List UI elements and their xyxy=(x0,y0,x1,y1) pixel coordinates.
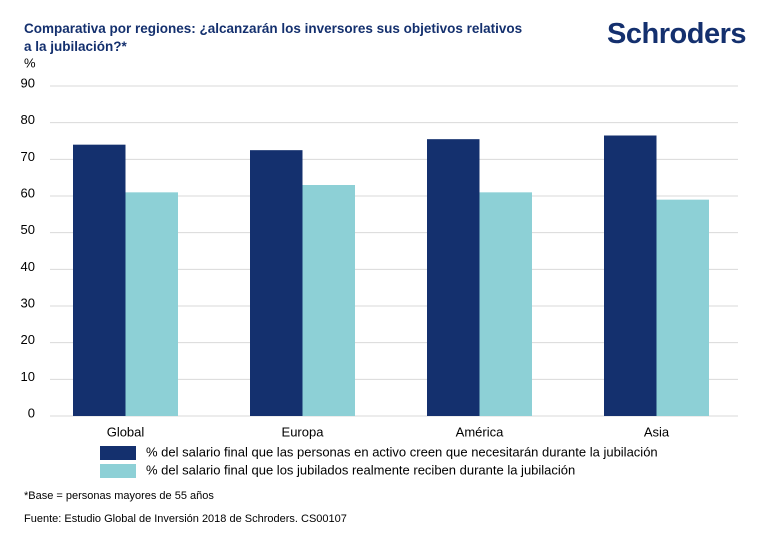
bar xyxy=(604,135,657,416)
y-tick-label: 10 xyxy=(21,369,35,384)
x-tick-label: Europa xyxy=(282,424,325,439)
y-tick-label: 0 xyxy=(28,405,35,420)
bar xyxy=(302,185,355,416)
y-tick-label: 40 xyxy=(21,259,35,274)
x-tick-label: Global xyxy=(107,424,145,439)
x-tick-label: Asia xyxy=(644,424,670,439)
bar xyxy=(656,199,709,416)
bar xyxy=(250,150,303,416)
chart-title: Comparativa por regiones: ¿alcanzarán lo… xyxy=(24,21,523,54)
legend-swatch xyxy=(100,446,136,460)
brand-logo: Schroders xyxy=(607,18,746,50)
source-note: Fuente: Estudio Global de Inversión 2018… xyxy=(24,513,347,525)
bar xyxy=(125,192,178,416)
y-tick-label: 30 xyxy=(21,295,35,310)
legend-swatch xyxy=(100,464,136,478)
bar xyxy=(427,139,480,416)
y-tick-label: 20 xyxy=(21,332,35,347)
bar xyxy=(479,192,532,416)
y-tick-label: 50 xyxy=(21,222,35,237)
y-tick-label: 80 xyxy=(21,112,35,127)
y-tick-label: 90 xyxy=(21,75,35,90)
y-tick-label: 60 xyxy=(21,185,35,200)
y-axis-label: % xyxy=(24,55,36,70)
legend-label: % del salario final que las personas en … xyxy=(146,444,658,459)
bar xyxy=(73,144,126,416)
x-tick-label: América xyxy=(456,424,504,439)
legend-label: % del salario final que los jubilados re… xyxy=(146,462,575,477)
y-tick-label: 70 xyxy=(21,149,35,164)
footnote: *Base = personas mayores de 55 años xyxy=(24,490,214,502)
